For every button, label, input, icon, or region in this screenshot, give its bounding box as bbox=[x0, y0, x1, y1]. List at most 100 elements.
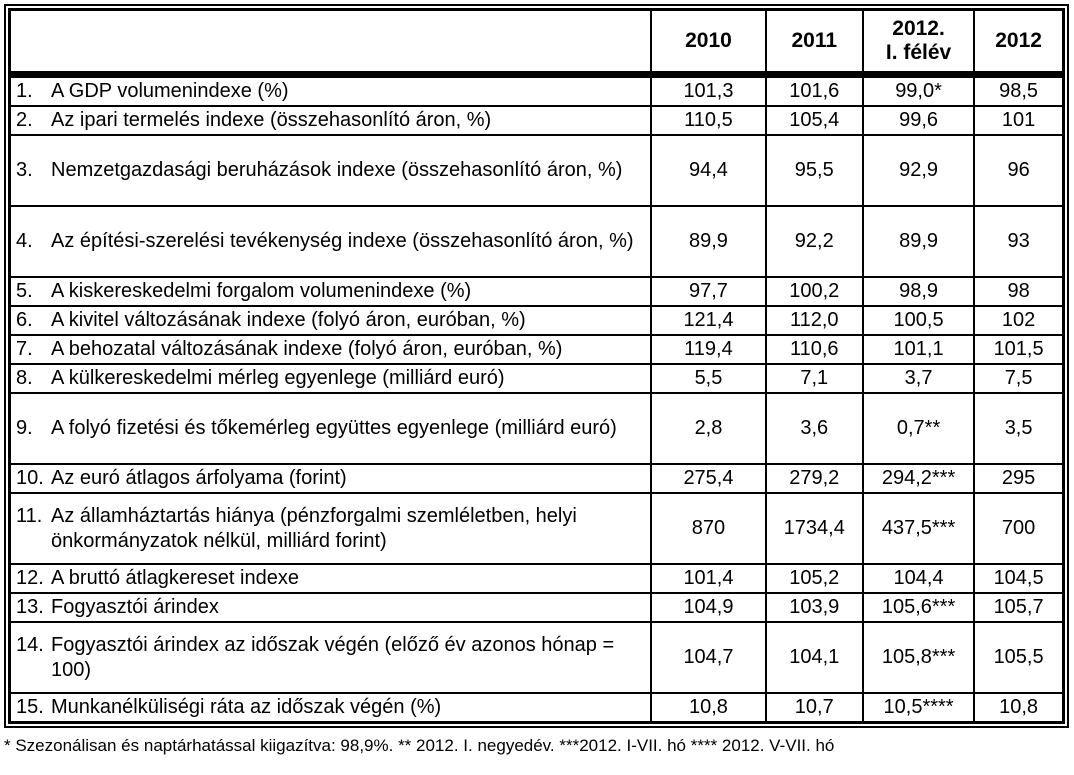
value-cell: 275,4 bbox=[650, 463, 767, 494]
table-row: 12. A bruttó átlagkereset indexe 101,4 105,… bbox=[8, 563, 1065, 594]
value-cell: 101,4 bbox=[650, 563, 767, 594]
row-number: 9. bbox=[16, 417, 33, 439]
value-cell: 99,0* bbox=[861, 73, 976, 107]
row-label-cell: 8. A külkereskedelmi mérleg egyenlege (mi… bbox=[8, 363, 653, 394]
value-cell: 110,6 bbox=[764, 334, 864, 365]
value-cell: 119,4 bbox=[650, 334, 767, 365]
indicators-table-frame: 2010 2011 2012. I. félév 2012 1. A GDP vo… bbox=[4, 4, 1069, 728]
value-cell: 2,8 bbox=[650, 392, 767, 465]
row-label: Az ipari termelés indexe (összehasonlító… bbox=[51, 109, 492, 131]
value-cell: 105,8*** bbox=[861, 621, 976, 694]
value-cell: 105,2 bbox=[764, 563, 864, 594]
value-cell: 105,7 bbox=[973, 592, 1065, 623]
row-label-cell: 15. Munkanélküliségi ráta az időszak végé… bbox=[8, 692, 653, 724]
table-row: 5. A kiskereskedelmi forgalom volumeninde… bbox=[8, 276, 1065, 307]
value-cell: 295 bbox=[973, 463, 1065, 494]
value-cell: 279,2 bbox=[764, 463, 864, 494]
row-label: Az államháztartás hiánya (pénzforgalmi s… bbox=[51, 504, 577, 552]
value-cell: 104,7 bbox=[650, 621, 767, 694]
value-cell: 92,2 bbox=[764, 205, 864, 278]
value-cell: 294,2*** bbox=[861, 463, 976, 494]
value-cell: 89,9 bbox=[650, 205, 767, 278]
value-cell: 92,9 bbox=[861, 134, 976, 207]
table-row: 1. A GDP volumenindexe (%) 101,3 101,6 99,0*… bbox=[8, 73, 1065, 107]
value-cell: 437,5*** bbox=[861, 492, 976, 565]
row-number: 5. bbox=[16, 280, 33, 302]
row-label: A GDP volumenindexe (%) bbox=[51, 80, 289, 102]
value-cell: 105,5 bbox=[973, 621, 1065, 694]
row-number: 2. bbox=[16, 109, 33, 131]
header-row: 2010 2011 2012. I. félév 2012 bbox=[8, 8, 1065, 78]
row-label: Az építési-szerelési tevékenység indexe … bbox=[51, 230, 634, 252]
table-row: 15. Munkanélküliségi ráta az időszak végé… bbox=[8, 692, 1065, 724]
value-cell: 101 bbox=[973, 105, 1065, 136]
value-cell: 101,5 bbox=[973, 334, 1065, 365]
economic-indicators-table: 2010 2011 2012. I. félév 2012 1. A GDP vo… bbox=[8, 8, 1065, 724]
value-cell: 3,7 bbox=[861, 363, 976, 394]
value-cell: 1734,4 bbox=[764, 492, 864, 565]
value-cell: 10,8 bbox=[650, 692, 767, 724]
header-label-cell bbox=[8, 8, 653, 78]
value-cell: 105,6*** bbox=[861, 592, 976, 623]
value-cell: 93 bbox=[973, 205, 1065, 278]
row-label-cell: 12. A bruttó átlagkereset indexe bbox=[8, 563, 653, 594]
value-cell: 104,5 bbox=[973, 563, 1065, 594]
row-label: A folyó fizetési és tőkemérleg együttes … bbox=[51, 417, 617, 439]
row-number: 3. bbox=[16, 159, 33, 181]
value-cell: 98,9 bbox=[861, 276, 976, 307]
value-cell: 10,8 bbox=[973, 692, 1065, 724]
value-cell: 98 bbox=[973, 276, 1065, 307]
value-cell: 105,4 bbox=[764, 105, 864, 136]
value-cell: 99,6 bbox=[861, 105, 976, 136]
table-row: 2. Az ipari termelés indexe (összehasonlí… bbox=[8, 105, 1065, 136]
value-cell: 101,1 bbox=[861, 334, 976, 365]
value-cell: 102 bbox=[973, 305, 1065, 336]
row-label-cell: 11. Az államháztartás hiánya (pénzforgalm… bbox=[8, 492, 653, 565]
value-cell: 101,6 bbox=[764, 73, 864, 107]
row-number: 14. bbox=[16, 633, 44, 656]
value-cell: 5,5 bbox=[650, 363, 767, 394]
row-label: A bruttó átlagkereset indexe bbox=[51, 567, 299, 589]
value-cell: 3,6 bbox=[764, 392, 864, 465]
table-row: 14. Fogyasztói árindex az időszak végén (… bbox=[8, 621, 1065, 694]
row-number: 12. bbox=[16, 567, 44, 589]
value-cell: 104,1 bbox=[764, 621, 864, 694]
row-number: 7. bbox=[16, 338, 33, 360]
row-label: Fogyasztói árindex bbox=[51, 596, 219, 618]
column-header-2012: 2012 bbox=[973, 8, 1065, 78]
row-label-cell: 6. A kivitel változásának indexe (folyó á… bbox=[8, 305, 653, 336]
row-number: 11. bbox=[16, 504, 43, 527]
value-cell: 103,9 bbox=[764, 592, 864, 623]
table-row: 10. Az euró átlagos árfolyama (forint) 275… bbox=[8, 463, 1065, 494]
row-number: 6. bbox=[16, 309, 33, 331]
row-label: A kiskereskedelmi forgalom volumenindexe… bbox=[51, 280, 472, 302]
value-cell: 700 bbox=[973, 492, 1065, 565]
row-number: 4. bbox=[16, 230, 33, 252]
value-cell: 94,4 bbox=[650, 134, 767, 207]
row-label: Fogyasztói árindex az időszak végén (elő… bbox=[51, 633, 615, 681]
row-number: 15. bbox=[16, 696, 44, 718]
value-cell: 100,2 bbox=[764, 276, 864, 307]
table-row: 6. A kivitel változásának indexe (folyó á… bbox=[8, 305, 1065, 336]
row-label: Nemzetgazdasági beruházások indexe (össz… bbox=[51, 159, 623, 181]
row-label-cell: 7. A behozatal változásának indexe (folyó… bbox=[8, 334, 653, 365]
row-label-cell: 4. Az építési-szerelési tevékenység index… bbox=[8, 205, 653, 278]
table-row: 13. Fogyasztói árindex 104,9 103,9 105,6*** 1… bbox=[8, 592, 1065, 623]
value-cell: 7,1 bbox=[764, 363, 864, 394]
value-cell: 10,5**** bbox=[861, 692, 976, 724]
column-header-2010: 2010 bbox=[650, 8, 767, 78]
row-number: 10. bbox=[16, 467, 44, 489]
footnote: * Szezonálisan és naptárhatással kiigazí… bbox=[4, 736, 835, 755]
table-row: 4. Az építési-szerelési tevékenység index… bbox=[8, 205, 1065, 278]
value-cell: 0,7** bbox=[861, 392, 976, 465]
value-cell: 98,5 bbox=[973, 73, 1065, 107]
row-number: 1. bbox=[16, 80, 33, 102]
value-cell: 97,7 bbox=[650, 276, 767, 307]
value-cell: 10,7 bbox=[764, 692, 864, 724]
row-label: Az euró átlagos árfolyama (forint) bbox=[51, 467, 347, 489]
value-cell: 110,5 bbox=[650, 105, 767, 136]
value-cell: 112,0 bbox=[764, 305, 864, 336]
row-label-cell: 9. A folyó fizetési és tőkemérleg együtte… bbox=[8, 392, 653, 465]
column-header-2012-halfyear: 2012. I. félév bbox=[861, 8, 976, 78]
row-number: 13. bbox=[16, 596, 44, 618]
